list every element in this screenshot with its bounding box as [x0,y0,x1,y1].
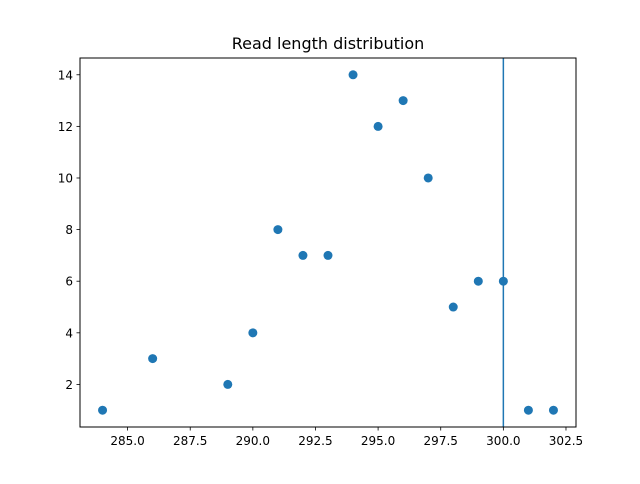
data-point [398,96,408,106]
x-tick-label: 300.0 [486,434,520,448]
data-point [523,405,533,415]
x-tick-label: 297.5 [424,434,458,448]
data-point [498,276,508,286]
x-tick-label: 290.0 [236,434,270,448]
y-tick-label: 6 [65,275,73,289]
data-point [298,250,308,260]
y-tick-label: 14 [58,68,73,82]
y-tick-label: 12 [58,120,73,134]
plot-area [98,58,558,427]
data-point [223,379,233,389]
x-axis: 285.0 287.5 290.0 292.5 295.0 297.5 300.0 302.5 [110,427,583,448]
data-point [548,405,558,415]
plot-frame [79,57,577,428]
y-tick-label: 10 [58,171,73,185]
x-tick-label: 287.5 [173,434,207,448]
data-point [273,225,283,235]
data-point [248,328,258,338]
x-tick-label: 302.5 [549,434,583,448]
data-point [323,250,333,260]
y-tick-label: 2 [65,378,73,392]
data-point [148,354,158,364]
y-tick-label: 8 [65,223,73,237]
data-point [348,70,358,80]
x-tick-label: 285.0 [110,434,144,448]
data-point [98,405,108,415]
y-tick-label: 4 [65,326,73,340]
data-point [373,121,383,131]
x-tick-label: 292.5 [298,434,332,448]
data-point [473,276,483,286]
chart-title: Read length distribution [232,34,425,53]
x-tick-label: 295.0 [361,434,395,448]
data-point [448,302,458,312]
y-axis: 2 4 6 8 10 12 14 [58,68,80,392]
data-point [423,173,433,183]
